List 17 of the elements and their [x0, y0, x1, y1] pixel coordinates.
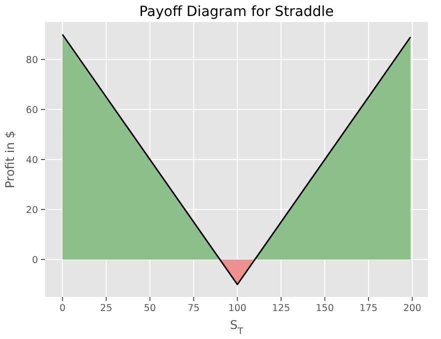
x-tick-label: 175 — [359, 303, 378, 314]
chart-title: Payoff Diagram for Straddle — [139, 4, 334, 20]
y-tick-label: 0 — [32, 255, 38, 266]
x-tick-label: 200 — [403, 303, 422, 314]
y-axis-title: Profit in $ — [3, 130, 17, 188]
x-tick-label: 150 — [316, 303, 334, 314]
y-tick-label: 60 — [26, 105, 38, 116]
x-tick-label: 25 — [100, 303, 112, 314]
x-tick-label: 0 — [59, 303, 66, 314]
x-tick-label: 100 — [228, 303, 246, 314]
x-axis-title: S$_{T}$ — [230, 318, 244, 337]
y-tick-label: 20 — [26, 205, 38, 216]
x-tick-label: 50 — [144, 303, 156, 314]
x-tick-label: 125 — [272, 303, 290, 314]
x-tick-label: 75 — [188, 303, 200, 314]
y-tick-label: 80 — [26, 55, 38, 66]
y-tick-label: 40 — [26, 155, 38, 166]
